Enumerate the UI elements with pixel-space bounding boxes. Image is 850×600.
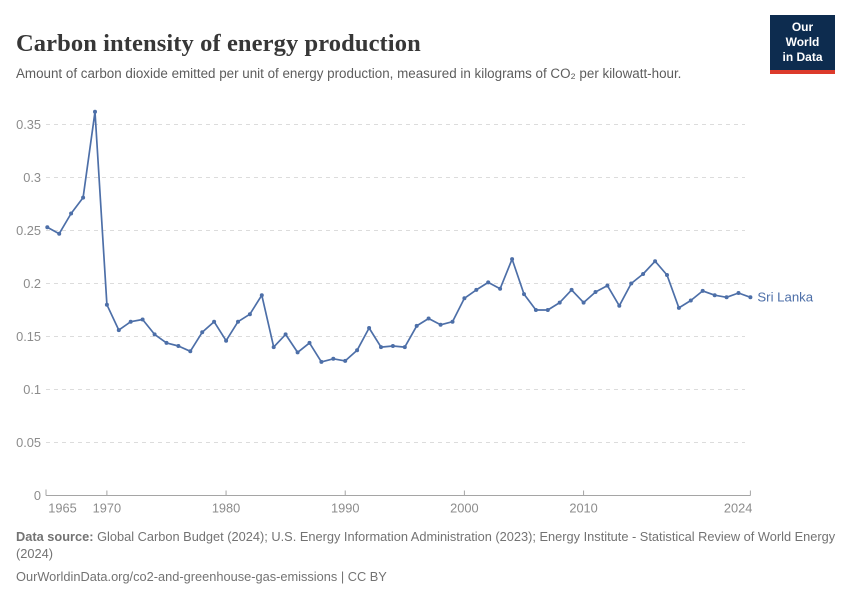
data-point xyxy=(164,340,169,345)
data-point xyxy=(474,287,479,292)
data-point xyxy=(712,293,717,298)
data-point xyxy=(486,280,491,285)
data-point xyxy=(212,319,217,324)
y-tick-label: 0.25 xyxy=(16,223,41,238)
y-tick-label: 0.05 xyxy=(16,435,41,450)
data-point xyxy=(617,303,622,308)
data-point xyxy=(450,319,455,324)
data-point xyxy=(343,358,348,363)
data-point xyxy=(104,302,109,307)
data-point xyxy=(152,332,157,337)
data-point xyxy=(283,332,288,337)
data-point xyxy=(295,350,300,355)
data-point xyxy=(510,257,515,262)
y-tick-label: 0.35 xyxy=(16,117,41,132)
data-point xyxy=(653,259,658,264)
x-tick-label: 1990 xyxy=(331,501,359,516)
x-tick-label: 2010 xyxy=(569,501,597,516)
data-source-label: Data source: xyxy=(16,529,94,544)
data-point xyxy=(390,344,395,348)
data-point xyxy=(200,330,205,335)
y-tick-label: 0.15 xyxy=(16,329,41,344)
y-tick-label: 0.2 xyxy=(23,276,41,291)
owid-logo-line1: Our World xyxy=(785,20,820,49)
data-point xyxy=(593,290,598,294)
data-point xyxy=(414,323,419,328)
data-point xyxy=(45,225,50,230)
y-tick-label: 0.1 xyxy=(23,382,41,397)
data-point xyxy=(319,359,324,364)
chart-footer: Data source: Global Carbon Budget (2024)… xyxy=(16,529,840,586)
data-point xyxy=(724,295,729,300)
data-point xyxy=(522,292,526,297)
data-point xyxy=(688,298,693,303)
data-point xyxy=(116,328,121,333)
x-tick-label: 1965 xyxy=(48,501,76,516)
data-point xyxy=(331,356,336,361)
data-point xyxy=(69,211,74,216)
y-tick-label: 0 xyxy=(34,488,41,503)
data-point xyxy=(533,308,538,312)
data-point xyxy=(236,319,240,324)
chart-subtitle: Amount of carbon dioxide emitted per uni… xyxy=(16,66,682,82)
data-point xyxy=(676,305,681,310)
data-source-line: Data source: Global Carbon Budget (2024)… xyxy=(16,529,840,563)
data-point xyxy=(57,231,62,236)
data-point xyxy=(188,349,193,354)
data-point xyxy=(271,345,276,350)
x-tick-label: 2024 xyxy=(724,501,752,516)
chart-title: Carbon intensity of energy production xyxy=(16,30,421,58)
data-point xyxy=(700,288,705,293)
series-end-label: Sri Lanka xyxy=(757,289,813,304)
data-point xyxy=(641,272,646,276)
data-point xyxy=(736,291,741,295)
x-tick-label: 1980 xyxy=(212,501,240,516)
data-point xyxy=(462,296,467,301)
data-point xyxy=(355,348,360,353)
data-point xyxy=(176,344,181,348)
owid-logo-line2: in Data xyxy=(782,50,823,64)
data-point xyxy=(379,345,383,350)
x-tick-label: 2000 xyxy=(450,501,478,516)
data-point xyxy=(605,283,610,288)
data-point xyxy=(581,300,586,305)
data-point xyxy=(81,195,86,200)
data-point xyxy=(748,295,753,300)
data-point xyxy=(569,287,574,292)
data-point xyxy=(367,326,372,330)
x-tick-label: 1970 xyxy=(93,501,121,516)
data-point xyxy=(224,338,229,343)
data-point xyxy=(93,109,97,114)
owid-logo[interactable]: Our World in Data xyxy=(770,15,835,74)
data-point xyxy=(545,308,550,312)
data-point xyxy=(140,317,145,322)
data-point xyxy=(128,319,133,324)
data-point xyxy=(498,286,503,291)
data-source-text: Global Carbon Budget (2024); U.S. Energy… xyxy=(16,529,836,561)
data-point xyxy=(426,316,431,321)
data-point xyxy=(629,281,634,286)
data-point xyxy=(665,273,669,277)
data-point xyxy=(438,322,443,327)
data-point xyxy=(259,293,264,298)
series-line xyxy=(46,110,752,363)
data-point xyxy=(247,312,252,317)
data-point xyxy=(557,300,562,305)
y-tick-label: 0.3 xyxy=(23,170,41,185)
license-link-line[interactable]: OurWorldinData.org/co2-and-greenhouse-ga… xyxy=(16,568,387,584)
data-point xyxy=(402,345,407,350)
data-point xyxy=(307,340,312,345)
